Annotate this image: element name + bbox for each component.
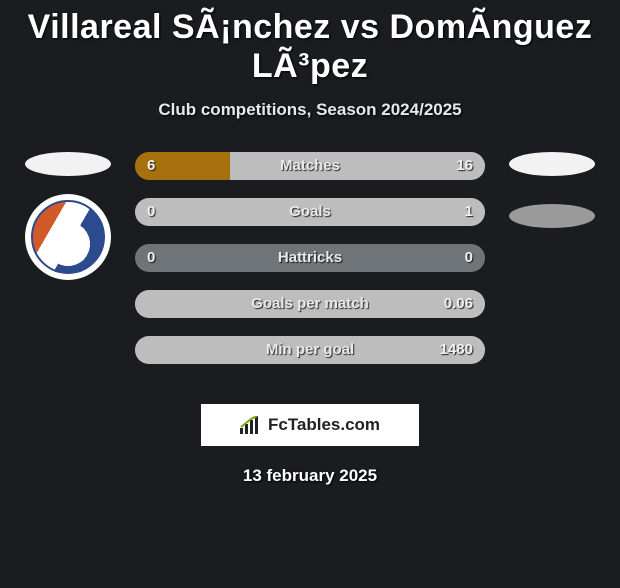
- value-right: 16: [456, 152, 473, 180]
- page-title: Villareal SÃ¡nchez vs DomÃ­nguez LÃ³pez: [0, 8, 620, 86]
- brand-badge[interactable]: FcTables.com: [201, 404, 419, 446]
- row-label: Goals: [135, 198, 485, 226]
- club-logo-left: [25, 194, 111, 280]
- row-label: Goals per match: [135, 290, 485, 318]
- date-text: 13 february 2025: [0, 466, 620, 486]
- value-right: 0: [465, 244, 473, 272]
- stat-row-matches: 6Matches16: [135, 152, 485, 180]
- subtitle: Club competitions, Season 2024/2025: [0, 100, 620, 120]
- player-right-shadow-1: [509, 152, 595, 176]
- player-right-side: [502, 152, 602, 228]
- value-right: 1: [465, 198, 473, 226]
- comparison-area: 6Matches160Goals10Hattricks0Goals per ma…: [0, 152, 620, 402]
- stat-row-min-per-goal: Min per goal1480: [135, 336, 485, 364]
- row-label: Hattricks: [135, 244, 485, 272]
- player-right-shadow-2: [509, 204, 595, 228]
- stat-row-goals-per-match: Goals per match0.06: [135, 290, 485, 318]
- brand-text: FcTables.com: [268, 415, 380, 435]
- stat-rows: 6Matches160Goals10Hattricks0Goals per ma…: [135, 152, 485, 382]
- bar-chart-icon: [240, 416, 262, 434]
- row-label: Matches: [135, 152, 485, 180]
- row-label: Min per goal: [135, 336, 485, 364]
- player-left-side: [18, 152, 118, 280]
- value-right: 1480: [440, 336, 473, 364]
- value-right: 0.06: [444, 290, 473, 318]
- stat-row-hattricks: 0Hattricks0: [135, 244, 485, 272]
- player-left-shadow: [25, 152, 111, 176]
- stat-row-goals: 0Goals1: [135, 198, 485, 226]
